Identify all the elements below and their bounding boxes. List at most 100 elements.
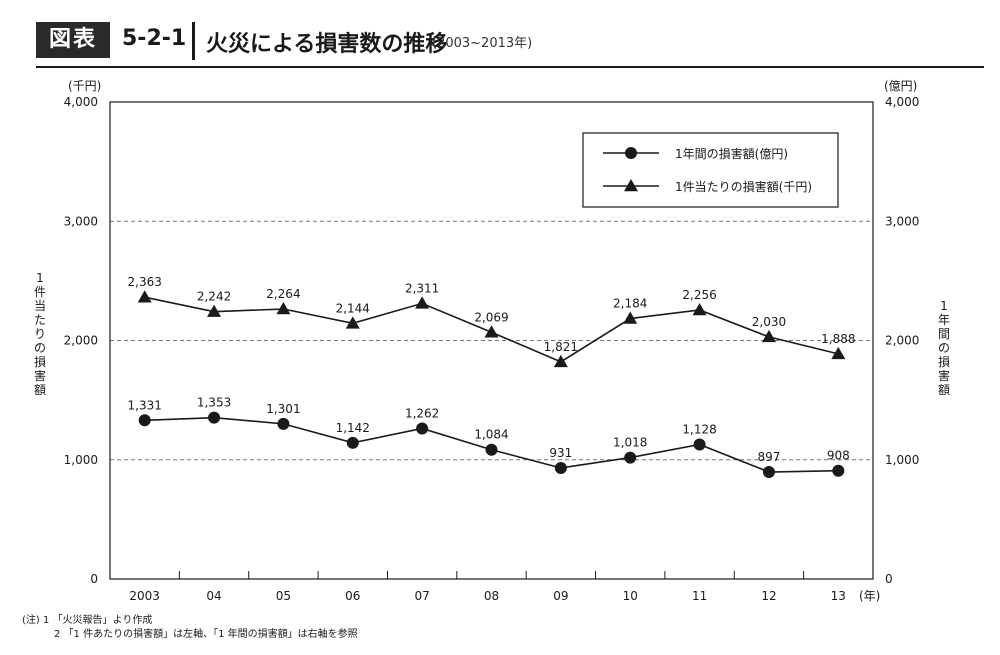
left-tick-label: 2,000 [64,334,98,348]
x-tick-label: 05 [276,589,291,603]
axis-title-char: り [34,327,46,341]
data-point-circle [832,464,845,477]
x-tick-label: 13 [831,589,846,603]
chart-title: 火災による損害数の推移 [206,32,448,57]
data-point-triangle [415,296,430,309]
data-label: 2,144 [336,301,370,315]
axis-title-char: 当 [34,299,46,313]
data-point-triangle [831,346,846,360]
data-label: 931 [549,446,572,460]
tick-labels: 0 0 1,000 1,000 2,000 2,000 3,000 3,000 4,000 4,0… [34,79,950,603]
axes [109,101,874,580]
series-loss-per-fire: 2,363 2,242 2,264 2,144 2,311 2,069 1,821 2,184… [128,275,855,368]
right-tick-label: 1,000 [885,453,919,467]
legend-label: 1年間の損害額(億円) [675,146,788,161]
axis-title-char: 害 [34,368,46,383]
left-tick-label: 4,000 [64,95,98,109]
legend-label: 1件当たりの損害額(千円) [675,179,812,194]
data-label: 2,069 [474,310,508,324]
axis-title-char: 1 [940,299,948,313]
x-tick-label: 12 [761,589,776,603]
legend-circle-marker [625,147,637,159]
data-label: 1,301 [266,402,300,416]
series-annual-loss: 1,331 1,353 1,301 1,142 1,262 1,084 931 1,018 1,… [128,396,850,479]
left-tick-label: 3,000 [64,214,98,228]
left-tick-label: 1,000 [64,453,98,467]
data-point-triangle [692,302,707,316]
axis-title-char: の [938,341,950,355]
x-tick-label: 10 [623,589,638,603]
right-tick-label: 3,000 [885,214,919,228]
axis-title-char: の [34,341,46,355]
axis-title-char: 件 [34,285,46,299]
data-label: 1,128 [682,422,716,436]
legend-item: 1件当たりの損害額(千円) [603,179,812,194]
data-point-circle [624,451,637,464]
data-point-circle [208,411,221,424]
data-label: 2,256 [682,288,716,302]
data-label: 2,184 [613,297,647,311]
legend-triangle-marker [624,179,638,192]
data-label: 1,142 [336,421,370,435]
header-divider [192,22,195,60]
data-label: 2,311 [405,281,439,295]
right-tick-label: 2,000 [885,334,919,348]
left-tick-label: 0 [90,572,98,586]
header-rule [36,66,984,68]
data-point-circle [554,461,567,474]
right-tick-label: 0 [885,572,893,586]
footnote-2: 2 「1 件あたりの損害額」は左軸、「1 年間の損害額」は右軸を参照 [54,629,358,640]
chart-subtitle: (2003~2013年) [432,36,533,51]
axis-title-char: 損 [938,354,950,369]
data-point-triangle [207,304,222,317]
axis-title-char: 額 [938,383,950,397]
footnotes: (注) 1 「火災報告」より作成 2 「1 件あたりの損害額」は左軸、「1 年間… [22,614,358,642]
data-label: 1,018 [613,436,647,450]
axis-title-char: 額 [34,383,46,397]
data-point-circle [416,422,429,435]
data-point-triangle [553,354,568,368]
x-tick-label: 11 [692,589,707,603]
plot-frame [109,101,874,580]
axis-title-char: 1 [36,271,44,285]
data-point-triangle [276,302,291,315]
x-tick-label: 04 [206,589,221,603]
data-point-circle [485,443,498,456]
data-point-triangle [137,290,152,303]
figure-number: 5-2-1 [122,26,187,51]
line-chart: 0 0 1,000 1,000 2,000 2,000 3,000 3,000 4,000 4,0… [34,79,950,603]
data-label: 1,353 [197,396,231,410]
figure-header: 図表 5-2-1 火災による損害数の推移 (2003~2013年) [22,14,984,68]
axis-title-char: 間 [938,327,950,341]
right-axis-unit: (億円) [884,79,917,93]
figure-badge: 図表 [36,22,110,58]
data-point-triangle [761,329,776,343]
data-label: 1,084 [474,428,508,442]
data-point-circle [277,417,290,430]
axis-title-char: た [34,313,46,327]
data-label: 1,821 [544,340,578,354]
data-label: 2,242 [197,290,231,304]
series-group: 1,331 1,353 1,301 1,142 1,262 1,084 931 1,018 1,… [128,275,855,479]
data-point-circle [693,438,706,451]
data-point-circle [762,466,775,479]
data-label: 897 [758,450,781,464]
data-label: 1,888 [821,332,855,346]
data-label: 2,363 [128,275,162,289]
data-label: 2,030 [752,315,786,329]
left-axis-title: 1件当たりの損害額 [34,271,46,397]
data-label: 1,331 [128,398,162,412]
data-point-circle [346,436,359,449]
legend-item: 1年間の損害額(億円) [603,146,788,161]
right-tick-label: 4,000 [885,95,919,109]
x-tick-label: 07 [414,589,429,603]
axis-title-char: 年 [938,313,950,327]
right-axis-title: 1年間の損害額 [938,299,950,397]
data-point-triangle [484,325,499,338]
data-point-triangle [623,311,638,324]
data-label: 1,262 [405,407,439,421]
x-tick-label: 2003 [129,589,160,603]
x-axis-unit: (年) [859,589,880,603]
x-tick-label: 08 [484,589,499,603]
data-label: 908 [827,449,850,463]
